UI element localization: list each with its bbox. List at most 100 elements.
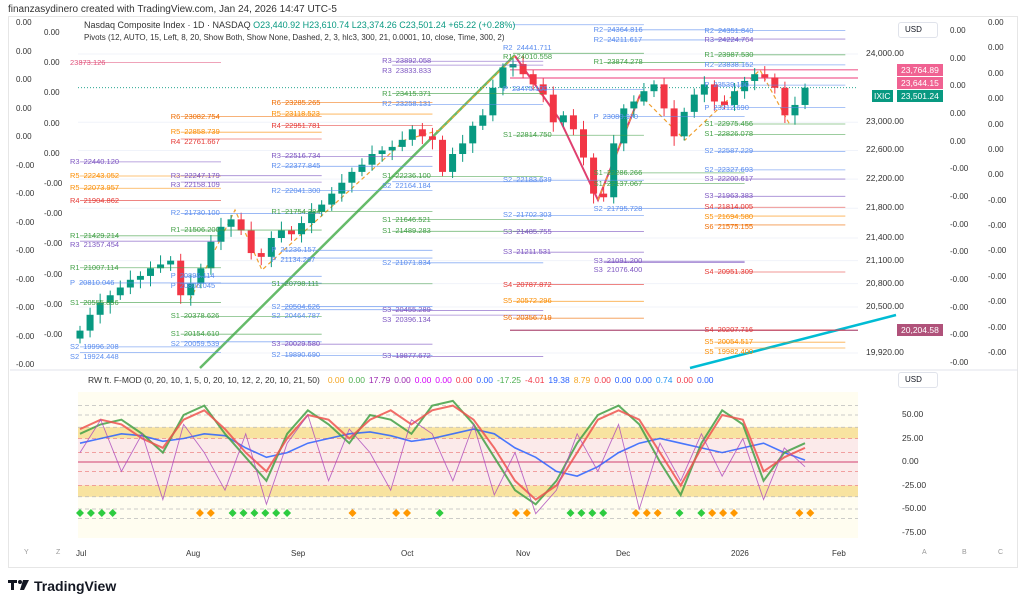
pivot-level-name: R3 — [382, 56, 392, 66]
pivot-level-row: S3 20029.580 — [271, 339, 320, 348]
pivot-level-value: 20059.539 — [183, 338, 220, 348]
price-tag: 23,764.89 — [897, 63, 943, 76]
pivot-level-value: 21429.214 — [83, 230, 120, 240]
pivot-level-name: S2 — [271, 310, 281, 320]
tradingview-logo[interactable]: TradingView — [8, 578, 116, 594]
time-axis-label: Nov — [516, 549, 531, 558]
pivot-level-row: R2 23258.131 — [382, 99, 431, 108]
pivot-level-row: R3 23892.058 — [382, 56, 431, 65]
time-axis-label: Feb — [832, 549, 846, 558]
price-axis-label: 22,200.00 — [866, 173, 904, 184]
pivot-level-value: 21236.157 — [280, 245, 316, 255]
scale-letter-button[interactable]: C — [998, 549, 1004, 556]
pivot-level-row: R3 22516.734 — [271, 151, 320, 160]
pivot-level-value: 21485.755 — [516, 226, 552, 236]
candle-body — [499, 67, 507, 88]
candle-body — [227, 219, 235, 227]
pivot-level-value: 23415.371 — [395, 88, 432, 98]
right-scale-label: 0.00 — [950, 53, 966, 63]
pivot-level-value: 20810.046 — [79, 277, 115, 287]
pivot-level-name: S1 — [382, 226, 392, 236]
indicator-legend[interactable]: RW ft. F-MOD (0, 20, 10, 1, 5, 0, 20, 10… — [84, 375, 714, 385]
pivot-level-name: R2 — [382, 99, 392, 109]
pivot-level-value: 20029.580 — [284, 339, 321, 349]
pivot-level-row: R4 21904.862 — [70, 196, 119, 205]
candle-body — [640, 91, 648, 102]
signal-diamond — [403, 509, 411, 517]
right-scale-label: -0.00 — [988, 297, 1007, 307]
indicator-series-red — [79, 404, 806, 501]
pivot-level-name: S2 — [503, 175, 513, 185]
candle-body — [358, 164, 366, 172]
pivot-level-name: S5 — [503, 296, 513, 306]
time-axis-label: Sep — [291, 549, 306, 558]
indicator-value: 0.00 — [635, 375, 652, 385]
pivot-level-name: P — [271, 255, 277, 265]
scale-letter-button[interactable]: Y — [24, 549, 29, 556]
right-scale-label: 0.00 — [988, 119, 1004, 129]
pivot-level-value: 22236.100 — [395, 171, 431, 181]
pivot-level-row: S6 21575.155 — [704, 222, 753, 231]
scale-letter-button[interactable]: B — [962, 549, 967, 556]
signal-diamond — [392, 509, 401, 517]
currency-button[interactable]: USD — [898, 22, 938, 38]
pivot-level-row: S3 20455.289 — [382, 305, 431, 314]
pivot-level-row: S3 19877.672 — [382, 351, 431, 360]
price-axis-label: 19,920.00 — [866, 347, 904, 357]
indicator-name: RW ft. F-MOD (0, 20, 10, 1, 5, 0, 20, 10… — [88, 375, 320, 385]
pivot-level-name: P — [704, 80, 710, 90]
pivot-level-name: R4 — [70, 195, 80, 205]
pivot-level-name: S2 — [704, 146, 714, 156]
pivot-level-row: S2 20464.787 — [271, 311, 320, 320]
signal-diamond — [708, 509, 717, 517]
pivot-level-name: P — [271, 245, 277, 255]
pivot-level-name: S4 — [704, 202, 714, 212]
pivot-level-name: R2 — [271, 161, 281, 171]
pivot-level-name: S1 — [593, 167, 603, 177]
signal-diamond — [97, 509, 106, 517]
pivots-legend[interactable]: Pivots (12, AUTO, 15, Left, 8, 20, Show … — [84, 33, 505, 42]
candle-body — [187, 283, 195, 296]
pivot-level-value: 20378.626 — [183, 311, 220, 321]
signal-diamond — [675, 509, 684, 517]
pivot-level-name: P — [170, 271, 176, 281]
pivot-level-value: 20555.856 — [83, 297, 119, 307]
left-scale-label: -0.00 — [16, 331, 35, 341]
pivot-level-value: 23212.690 — [713, 102, 749, 112]
candle-body — [298, 223, 306, 235]
pivot-level-name: S4 — [704, 267, 714, 276]
symbol-title[interactable]: Nasdaq Composite Index · 1D · NASDAQ — [84, 20, 251, 30]
pivot-level-value: 20951.309 — [717, 267, 754, 276]
candle-body — [741, 80, 749, 92]
indicator-currency-button[interactable]: USD — [898, 372, 938, 388]
price-axis-label: 20,800.00 — [866, 277, 904, 288]
pivot-level-row: S2 22327.693 — [704, 165, 753, 174]
pivot-level-name: P — [704, 102, 710, 112]
pivot-level-value: 24224.764 — [718, 35, 754, 45]
pivot-level-value: 22286.266 — [606, 167, 643, 177]
pivot-level-name: P — [170, 281, 176, 291]
candle-body — [449, 154, 457, 172]
scale-letter-button[interactable]: Z — [56, 549, 61, 556]
candle-body — [177, 260, 185, 296]
pivot-level-row: R5 22243.052 — [70, 171, 119, 180]
right-scale-label: 0.00 — [988, 144, 1004, 154]
left-scale-label: 0.00 — [44, 58, 60, 68]
scale-letter-button[interactable]: A — [922, 549, 927, 556]
pivot-level-name: R5 — [170, 127, 181, 137]
pivot-level-value: 21754.384 — [284, 206, 321, 216]
right-scale-label: 0.00 — [988, 43, 1004, 53]
pivot-level-row: S1 22826.078 — [704, 129, 753, 138]
pivot-level-name: S2 — [271, 301, 281, 311]
pivot-level-value: 21357.454 — [83, 240, 120, 250]
right-scale-label: -0.00 — [988, 195, 1007, 205]
pivot-level-value: 20455.289 — [395, 305, 431, 315]
pivot-level-name: R3 — [170, 180, 181, 190]
pivot-level-row: R2 23838.152 — [704, 60, 753, 69]
signal-diamond — [512, 509, 520, 517]
pivot-level-row: S2 20504.626 — [271, 302, 320, 311]
pivot-level-value: 20356.719 — [516, 313, 552, 323]
pivot-level-row: P 20806.045 — [171, 281, 215, 290]
signal-diamond — [239, 509, 248, 517]
